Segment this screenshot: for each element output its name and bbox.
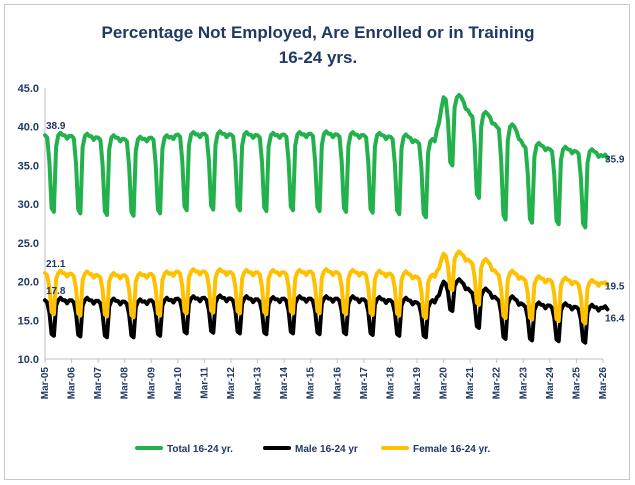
end-value-label: 19.5 (605, 281, 625, 292)
end-value-label: 16.4 (605, 313, 625, 324)
x-tick-label: Mar-15 (306, 367, 317, 400)
chart-title-line2: 16-24 yrs. (279, 48, 357, 67)
legend-label: Total 16-24 yr. (167, 444, 233, 455)
chart-data-labels: 38.9 35.9 17.8 16.4 21.1 19.5 (46, 121, 625, 324)
x-tick-label: Mar-05 (40, 367, 51, 400)
chart-frame: Percentage Not Employed, Are Enrolled or… (4, 4, 630, 480)
x-tick-label: Mar-07 (93, 367, 104, 400)
start-value-label: 38.9 (46, 121, 66, 132)
x-tick-label: Mar-18 (385, 367, 396, 400)
line-chart: Percentage Not Employed, Are Enrolled or… (18, 23, 625, 455)
x-tick-label: Mar-12 (226, 367, 237, 400)
x-tick-label: Mar-24 (545, 367, 556, 400)
x-tick-label: Mar-25 (571, 367, 582, 400)
x-tick-label: Mar-06 (67, 367, 78, 400)
x-tick-label: Mar-10 (173, 367, 184, 400)
y-tick-label: 20.0 (18, 277, 39, 289)
x-tick-label: Mar-26 (598, 367, 609, 400)
chart-series (43, 93, 610, 345)
y-tick-label: 40.0 (18, 122, 39, 134)
x-tick-label: Mar-14 (279, 367, 290, 400)
x-tick-label: Mar-11 (199, 367, 210, 399)
y-tick-label: 25.0 (18, 238, 39, 250)
chart-legend: Total 16-24 yr. Male 16-24 yr Female 16-24… (135, 444, 490, 455)
series-line-1 (43, 277, 610, 345)
y-tick-label: 30.0 (18, 199, 39, 211)
x-tick-label: Mar-22 (492, 367, 503, 400)
series-line-0 (43, 93, 610, 230)
x-tick-label: Mar-17 (359, 367, 370, 400)
start-value-label: 17.8 (46, 286, 66, 297)
y-tick-label: 35.0 (18, 160, 39, 172)
x-tick-label: Mar-21 (465, 367, 476, 400)
x-tick-label: Mar-19 (412, 367, 423, 400)
x-tick-label: Mar-08 (120, 367, 131, 400)
chart-axes: 10.0 15.0 20.0 25.0 30.0 35.0 40.0 45.0 Mar-05 Ma… (18, 83, 609, 399)
chart-title-line1: Percentage Not Employed, Are Enrolled or… (102, 23, 535, 42)
x-tick-label: Mar-23 (518, 367, 529, 400)
start-value-label: 21.1 (46, 259, 66, 270)
x-tick-label: Mar-09 (146, 367, 157, 400)
legend-label: Female 16-24 yr. (413, 444, 490, 455)
y-tick-label: 45.0 (18, 83, 39, 95)
x-tick-label: Mar-16 (332, 367, 343, 400)
series-line-2 (43, 249, 610, 326)
x-tick-label: Mar-13 (253, 367, 264, 400)
x-tick-label: Mar-20 (439, 367, 450, 400)
y-tick-label: 10.0 (18, 354, 39, 366)
legend-label: Male 16-24 yr (295, 444, 358, 455)
y-tick-label: 15.0 (18, 315, 39, 327)
end-value-label: 35.9 (605, 154, 625, 165)
